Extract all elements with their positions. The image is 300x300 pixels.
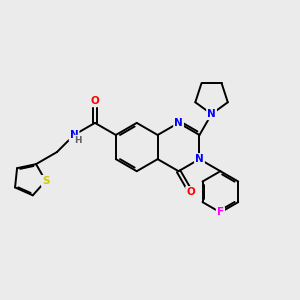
Text: N: N [174, 118, 183, 128]
Text: O: O [186, 187, 195, 197]
Text: F: F [217, 207, 224, 218]
Text: H: H [74, 136, 82, 145]
Text: S: S [42, 176, 50, 186]
Text: O: O [91, 96, 99, 106]
Text: N: N [70, 130, 78, 140]
Text: N: N [195, 154, 204, 164]
Text: N: N [207, 109, 216, 119]
